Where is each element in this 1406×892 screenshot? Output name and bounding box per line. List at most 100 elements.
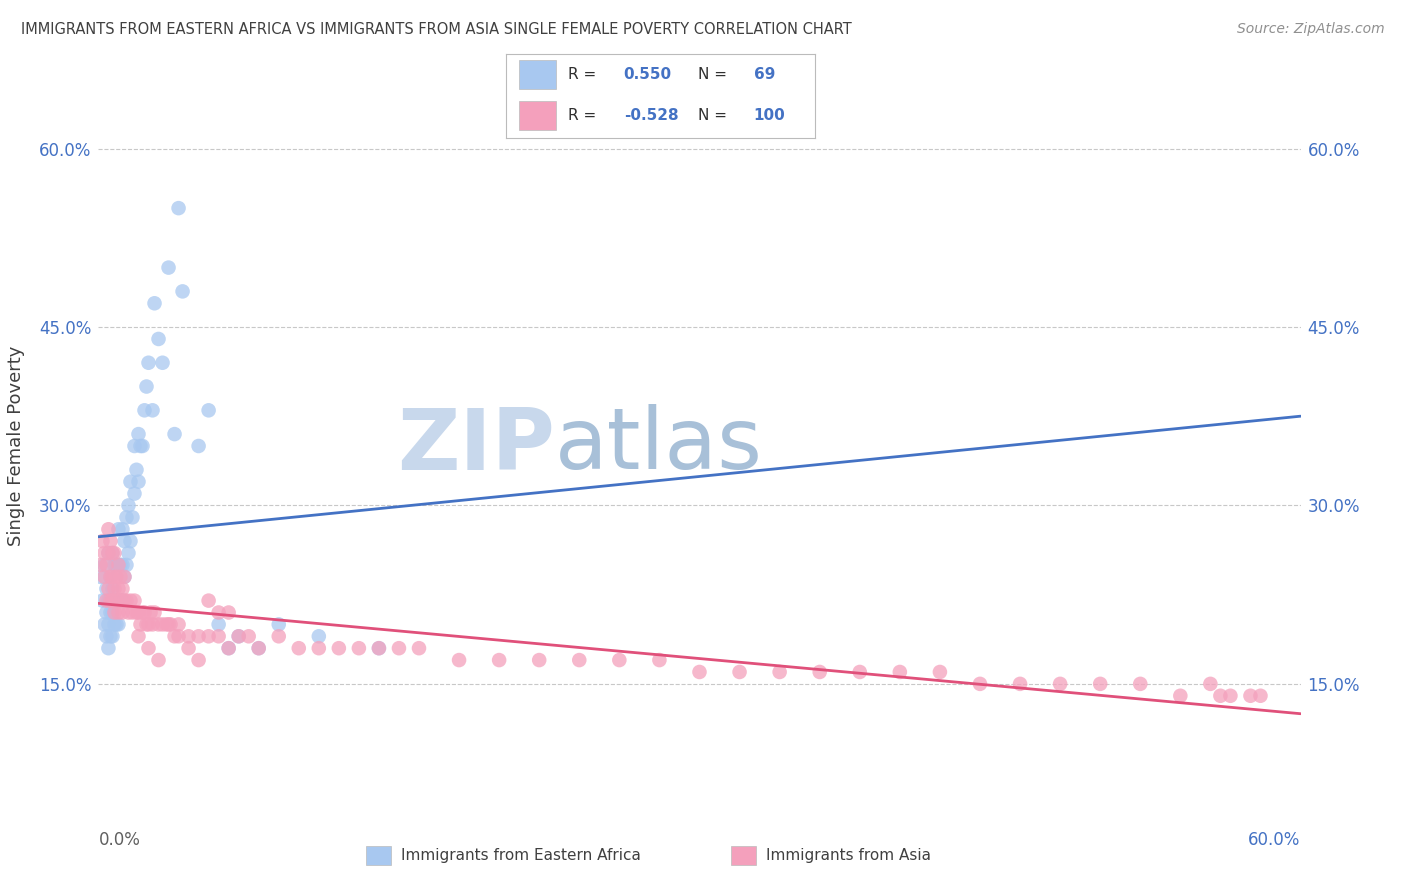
Point [111, 522, 134, 536]
Point [218, 641, 240, 656]
Point [103, 558, 125, 572]
Point [152, 356, 174, 370]
Point [134, 606, 156, 620]
Point [197, 593, 219, 607]
Point [152, 617, 174, 632]
Point [1209, 689, 1232, 703]
Point [96, 593, 118, 607]
Point [1049, 677, 1071, 691]
Point [969, 677, 991, 691]
Point [197, 629, 219, 643]
Point [97, 546, 120, 560]
Y-axis label: Single Female Poverty: Single Female Poverty [7, 346, 25, 546]
Point [157, 260, 180, 275]
Point [138, 617, 160, 632]
Point [124, 593, 146, 607]
Bar [519, 101, 555, 130]
Point [114, 534, 136, 549]
Point [114, 570, 136, 584]
Point [115, 593, 138, 607]
Point [849, 665, 872, 679]
Point [228, 629, 250, 643]
Point [143, 296, 166, 310]
Point [1129, 677, 1152, 691]
Point [110, 570, 132, 584]
Point [96, 558, 118, 572]
Point [228, 629, 250, 643]
Point [97, 617, 120, 632]
Point [148, 617, 170, 632]
Point [97, 582, 120, 596]
Point [89, 558, 111, 572]
Point [1219, 689, 1241, 703]
Point [238, 629, 260, 643]
Point [111, 582, 134, 596]
Point [208, 629, 231, 643]
Text: N =: N = [697, 108, 727, 123]
Point [187, 653, 209, 667]
Point [247, 641, 270, 656]
Point [347, 641, 370, 656]
Point [96, 629, 118, 643]
Point [267, 629, 290, 643]
Point [267, 617, 290, 632]
Point [167, 629, 190, 643]
Text: R =: R = [568, 108, 596, 123]
Point [138, 641, 160, 656]
Text: 100: 100 [754, 108, 786, 123]
Point [163, 427, 186, 442]
Point [177, 629, 200, 643]
Point [111, 558, 134, 572]
Point [100, 534, 122, 549]
Point [124, 439, 146, 453]
Point [107, 522, 129, 536]
Point [129, 617, 152, 632]
Text: atlas: atlas [555, 404, 763, 488]
Point [134, 403, 156, 417]
Point [91, 534, 114, 549]
Point [93, 546, 115, 560]
Text: IMMIGRANTS FROM EASTERN AFRICA VS IMMIGRANTS FROM ASIA SINGLE FEMALE POVERTY COR: IMMIGRANTS FROM EASTERN AFRICA VS IMMIGR… [21, 22, 852, 37]
Point [93, 558, 115, 572]
Point [105, 593, 128, 607]
Point [101, 629, 124, 643]
Point [89, 570, 111, 584]
Point [107, 593, 129, 607]
Point [121, 606, 143, 620]
Point [148, 653, 170, 667]
Point [128, 427, 150, 442]
Text: R =: R = [568, 67, 596, 82]
Point [197, 403, 219, 417]
Point [121, 510, 143, 524]
Point [120, 534, 142, 549]
Point [141, 403, 163, 417]
Point [568, 653, 591, 667]
Point [100, 593, 122, 607]
Text: 0.550: 0.550 [624, 67, 672, 82]
Point [125, 606, 148, 620]
Point [101, 606, 124, 620]
Text: Source: ZipAtlas.com: Source: ZipAtlas.com [1237, 22, 1385, 37]
Point [103, 593, 125, 607]
Point [128, 606, 150, 620]
Point [138, 356, 160, 370]
Point [929, 665, 952, 679]
Point [105, 617, 128, 632]
Point [163, 629, 186, 643]
Point [1010, 677, 1032, 691]
Point [117, 499, 139, 513]
Text: N =: N = [697, 67, 727, 82]
Point [247, 641, 270, 656]
Point [110, 593, 132, 607]
Point [93, 617, 115, 632]
Point [368, 641, 391, 656]
Point [689, 665, 711, 679]
Point [148, 332, 170, 346]
Point [115, 510, 138, 524]
Point [135, 617, 157, 632]
Point [100, 629, 122, 643]
Point [117, 546, 139, 560]
Point [447, 653, 470, 667]
Point [101, 593, 124, 607]
Point [110, 593, 132, 607]
